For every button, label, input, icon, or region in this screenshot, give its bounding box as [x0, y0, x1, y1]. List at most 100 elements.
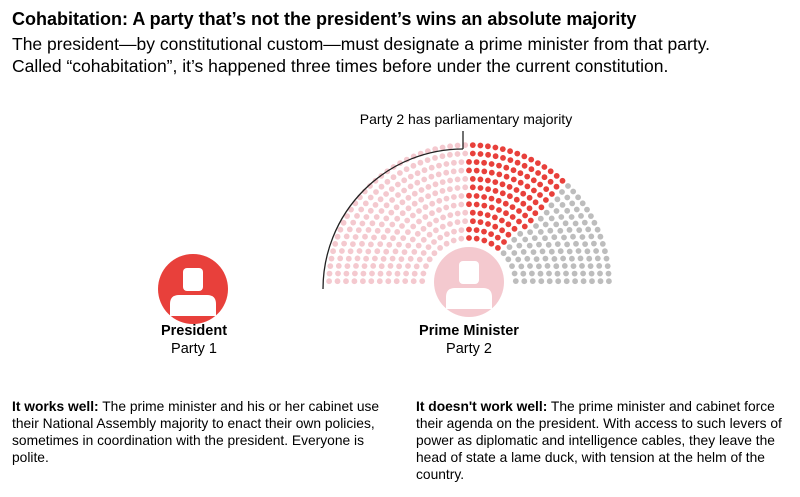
seat-party-2: [439, 144, 446, 151]
seat-other: [551, 234, 558, 241]
seat-party-2: [340, 219, 347, 226]
seat-party-2: [404, 217, 411, 224]
seat-party-2: [409, 236, 416, 243]
seat-party-2: [420, 225, 427, 232]
seat-other: [537, 270, 544, 277]
seat-party-2: [370, 263, 377, 269]
seat-party-2: [371, 234, 377, 241]
seat-other: [579, 200, 586, 207]
seat-party-2: [432, 146, 439, 153]
seat-party-2: [356, 248, 363, 254]
seat-party-2: [352, 270, 358, 277]
seat-party-2: [383, 215, 390, 222]
seat-other: [606, 278, 612, 285]
seat-other: [589, 278, 595, 285]
president-role: President: [160, 323, 228, 339]
seat-party-1: [469, 209, 476, 216]
seat-other: [515, 256, 522, 263]
seat-party-1: [527, 217, 534, 224]
seat-party-2: [425, 184, 432, 190]
seat-party-2: [348, 206, 354, 213]
seat-party-1: [532, 199, 539, 206]
seat-party-1: [541, 174, 548, 181]
seat-party-2: [447, 143, 453, 150]
seat-party-2: [458, 193, 465, 199]
seat-party-1: [500, 155, 506, 161]
seat-other: [603, 255, 610, 262]
seat-party-2: [462, 142, 469, 149]
seat-other: [511, 270, 518, 277]
seat-party-1: [473, 193, 480, 199]
seat-other: [551, 256, 558, 262]
seat-party-2: [353, 263, 359, 269]
seat-other: [580, 270, 586, 277]
seat-party-1: [553, 173, 560, 179]
seat-other: [529, 278, 536, 284]
seat-party-2: [350, 219, 357, 226]
seat-party-1: [501, 239, 507, 245]
seat-other: [533, 223, 539, 229]
seat-party-2: [416, 208, 422, 214]
seat-party-1: [469, 184, 476, 191]
seat-other: [554, 196, 561, 203]
seat-party-2: [454, 142, 461, 149]
seat-party-1: [510, 167, 517, 174]
seat-party-1: [466, 201, 472, 208]
seat-party-2: [405, 263, 411, 269]
seat-party-2: [390, 174, 397, 181]
seat-party-2: [385, 278, 392, 285]
seat-party-1: [492, 144, 499, 151]
seat-party-1: [466, 192, 472, 199]
seat-party-2: [417, 159, 424, 166]
seat-other: [542, 235, 548, 242]
seat-party-2: [334, 278, 341, 285]
seat-other: [555, 278, 562, 285]
seat-party-2: [362, 200, 369, 207]
seat-party-2: [399, 223, 405, 229]
seat-party-1: [481, 194, 487, 200]
seat-party-1: [466, 167, 472, 174]
seat-other: [566, 227, 573, 233]
seat-other: [604, 263, 611, 269]
seat-party-2: [420, 236, 427, 243]
seat-other: [527, 229, 533, 236]
seat-party-2: [414, 170, 421, 177]
seat-party-1: [494, 234, 501, 241]
seat-other: [536, 241, 542, 248]
seat-party-2: [405, 194, 412, 201]
seat-party-2: [426, 231, 433, 238]
seat-other: [575, 194, 581, 201]
seat-party-2: [433, 227, 439, 234]
seat-party-2: [394, 215, 401, 222]
seat-party-2: [405, 229, 411, 236]
seat-party-2: [358, 206, 365, 213]
seat-other: [588, 213, 594, 220]
seat-other: [565, 183, 571, 189]
seat-party-2: [419, 278, 426, 284]
seat-other: [518, 263, 525, 270]
seat-party-1: [469, 176, 476, 182]
seat-party-2: [458, 167, 465, 174]
seat-other: [548, 202, 555, 209]
seat-party-1: [499, 190, 506, 197]
seat-other: [512, 278, 519, 284]
seat-party-1: [473, 235, 480, 242]
prime-minister-avatar-icon: [434, 247, 504, 317]
seat-party-1: [505, 221, 512, 228]
seat-party-2: [377, 241, 384, 248]
seat-party-1: [488, 161, 495, 167]
seat-other: [588, 233, 595, 240]
seat-party-1: [521, 153, 528, 160]
seat-party-2: [415, 242, 422, 249]
seat-party-2: [454, 219, 461, 226]
seat-party-2: [354, 213, 360, 219]
seat-party-2: [388, 209, 395, 216]
seat-party-2: [383, 248, 390, 255]
seat-party-2: [389, 255, 396, 262]
seat-party-2: [410, 223, 417, 230]
seat-other: [576, 227, 583, 234]
seat-party-1: [488, 204, 495, 211]
seat-party-2: [433, 217, 439, 224]
seat-other: [594, 226, 601, 233]
seat-party-2: [399, 199, 406, 206]
